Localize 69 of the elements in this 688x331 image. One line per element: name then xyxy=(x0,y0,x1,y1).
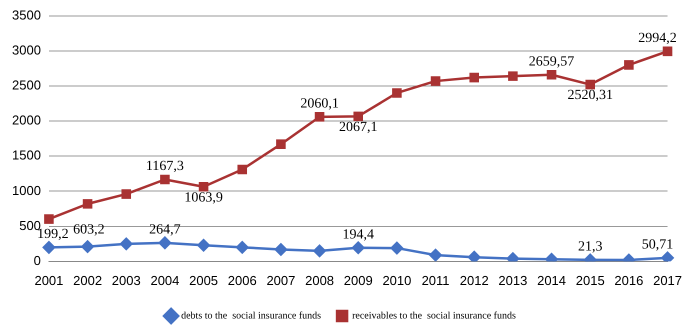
point xyxy=(121,189,132,199)
x-tick-label: 2004 xyxy=(150,272,180,288)
point xyxy=(624,60,634,70)
point xyxy=(198,182,208,192)
point xyxy=(508,71,518,81)
x-tick-label: 2009 xyxy=(344,272,373,288)
point xyxy=(585,80,595,90)
y-tick-label: 1500 xyxy=(12,148,41,163)
data-label: 2060,1 xyxy=(300,96,339,112)
x-tick-label: 2017 xyxy=(653,272,682,288)
data-label: 2659,57 xyxy=(528,54,574,70)
data-label: 1167,3 xyxy=(146,159,184,174)
point xyxy=(469,72,480,82)
point xyxy=(42,241,56,254)
point xyxy=(353,112,364,122)
x-tick-label: 2005 xyxy=(189,272,218,288)
point xyxy=(160,174,170,184)
point xyxy=(662,46,672,56)
x-tick-label: 2006 xyxy=(228,272,257,288)
legend-label: receivables to the social insurance funds xyxy=(352,310,516,322)
point xyxy=(236,241,248,254)
point xyxy=(237,164,248,174)
point xyxy=(429,248,442,262)
data-label: 264,7 xyxy=(149,222,181,238)
point xyxy=(81,240,94,253)
y-tick-label: 1000 xyxy=(12,182,41,198)
data-label: 1063,9 xyxy=(184,190,223,206)
y-tick-label: 0 xyxy=(34,252,41,268)
x-tick-label: 2002 xyxy=(73,272,102,288)
data-label: 2520,31 xyxy=(567,88,613,104)
x-tick-label: 2012 xyxy=(460,272,489,288)
x-tick-label: 2011 xyxy=(422,272,450,288)
point xyxy=(158,236,172,250)
data-label: 603,2 xyxy=(73,222,105,238)
point xyxy=(392,88,402,98)
x-tick-label: 2010 xyxy=(382,272,412,288)
point xyxy=(274,243,288,256)
x-tick-label: 2015 xyxy=(576,272,605,288)
x-tick-label: 2013 xyxy=(498,272,528,288)
legend-label: debts to the social insurance funds xyxy=(181,310,322,322)
point xyxy=(430,76,440,86)
x-tick-label: 2001 xyxy=(34,272,64,288)
x-tick-label: 2003 xyxy=(112,272,141,288)
point xyxy=(352,242,364,254)
point xyxy=(313,244,326,258)
data-label: 194,4 xyxy=(342,227,374,242)
data-label: 2067,1 xyxy=(338,120,378,136)
data-label: 2994,2 xyxy=(638,30,677,46)
point xyxy=(120,238,132,250)
data-label: 21,3 xyxy=(578,240,602,255)
y-tick-label: 3500 xyxy=(12,7,41,22)
point xyxy=(468,250,480,262)
point xyxy=(276,139,286,149)
point xyxy=(44,214,54,224)
point xyxy=(197,239,210,252)
x-tick-label: 2014 xyxy=(537,272,566,288)
x-tick-label: 2008 xyxy=(305,272,334,288)
y-tick-label: 2000 xyxy=(12,112,41,128)
x-tick-label: 2007 xyxy=(266,272,296,288)
point xyxy=(82,199,92,209)
point xyxy=(661,252,674,262)
point xyxy=(390,242,404,254)
y-tick-label: 2500 xyxy=(12,78,41,93)
point xyxy=(314,112,324,122)
y-tick-label: 3000 xyxy=(12,42,41,58)
y-tick-label: 500 xyxy=(19,218,41,233)
point xyxy=(546,70,556,80)
x-tick-label: 2016 xyxy=(614,272,644,288)
data-label: 50,71 xyxy=(642,238,674,253)
